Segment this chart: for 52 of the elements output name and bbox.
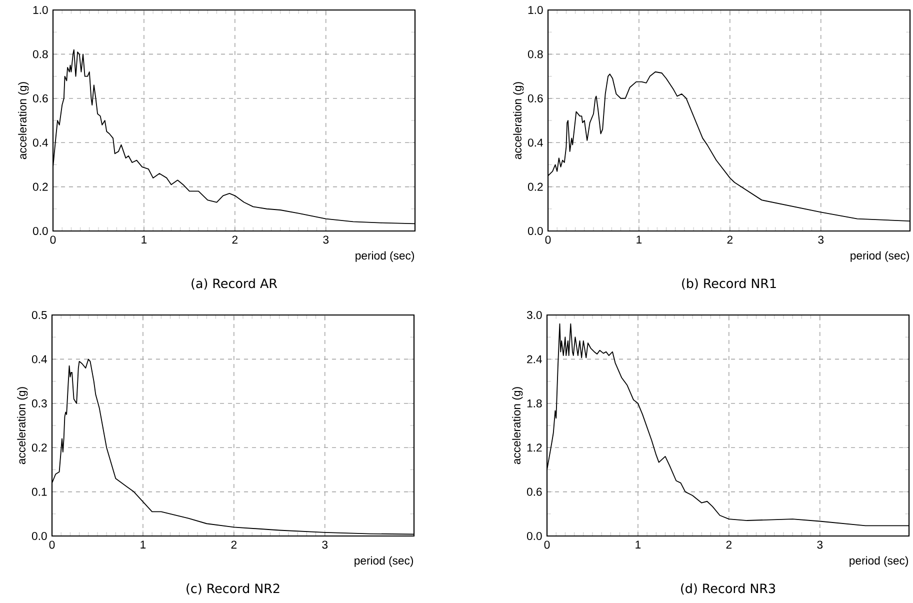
text: (b) Record NR1 bbox=[682, 278, 776, 290]
y-tick-label: 2.4 bbox=[527, 355, 542, 364]
y-tick-label: 0.4 bbox=[32, 138, 48, 147]
x-tick-label: 3 bbox=[817, 540, 823, 549]
x-tick-label: 3 bbox=[322, 540, 328, 549]
y-tick-label: 0.2 bbox=[32, 182, 48, 191]
y-tick-label: 0.4 bbox=[32, 355, 47, 364]
y-tick-label: 0.2 bbox=[32, 444, 47, 452]
x-tick-label: 1 bbox=[636, 540, 641, 549]
text: (a) Record AR bbox=[192, 278, 278, 290]
x-tick-label: 0 bbox=[50, 236, 56, 244]
text: (d) Record NR3 bbox=[681, 583, 776, 595]
y-tick-label: 0.4 bbox=[528, 138, 543, 147]
x-tick-label: 0 bbox=[544, 540, 550, 549]
x-tick-label: 1 bbox=[636, 236, 642, 244]
text: (c) Record NR2 bbox=[186, 583, 280, 595]
x-tick-label: 2 bbox=[232, 236, 238, 244]
y-tick-label: 0.0 bbox=[526, 532, 542, 540]
y-axis-title: acceleration (g) bbox=[17, 387, 28, 464]
y-tick-label: 1.2 bbox=[527, 444, 542, 452]
y-tick-label: 0.2 bbox=[528, 182, 543, 191]
y-tick-label: 0.8 bbox=[528, 50, 543, 58]
y-tick-label: 1.0 bbox=[528, 6, 543, 14]
x-tick-label: 3 bbox=[323, 236, 329, 244]
y-tick-label: 0.0 bbox=[32, 532, 47, 540]
y-axis-title: acceleration (g) bbox=[513, 82, 524, 160]
y-axis-title: acceleration (g) bbox=[512, 387, 523, 464]
y-tick-label: 0.8 bbox=[32, 50, 48, 58]
y-tick-label: 0.5 bbox=[32, 310, 47, 320]
x-tick-label: 3 bbox=[818, 236, 824, 244]
x-tick-label: 0 bbox=[49, 540, 55, 549]
y-axis-title: acceleration (g) bbox=[18, 82, 29, 160]
y-tick-label: 0.6 bbox=[526, 488, 542, 496]
y-tick-label: 0.0 bbox=[528, 226, 543, 235]
y-tick-label: 1.8 bbox=[527, 399, 542, 408]
y-tick-label: 3.0 bbox=[526, 311, 542, 320]
y-tick-label: 1.0 bbox=[33, 6, 48, 14]
y-tick-label: 0.3 bbox=[32, 399, 47, 408]
y-tick-label: 0.6 bbox=[528, 94, 543, 102]
x-tick-label: 1 bbox=[140, 540, 146, 549]
x-axis-title: period (sec) bbox=[356, 251, 414, 262]
x-axis-title: period (sec) bbox=[354, 556, 414, 567]
y-tick-label: 0.0 bbox=[32, 226, 48, 235]
x-tick-label: 2 bbox=[727, 236, 732, 244]
x-tick-label: 2 bbox=[231, 540, 236, 549]
x-tick-label: 1 bbox=[142, 236, 147, 244]
y-tick-label: 0.1 bbox=[32, 488, 47, 496]
x-axis-title: period (sec) bbox=[850, 251, 910, 262]
y-tick-label: 0.6 bbox=[32, 94, 48, 102]
x-tick-label: 0 bbox=[545, 236, 551, 244]
x-tick-label: 2 bbox=[726, 540, 732, 549]
x-axis-title: period (sec) bbox=[850, 556, 908, 567]
